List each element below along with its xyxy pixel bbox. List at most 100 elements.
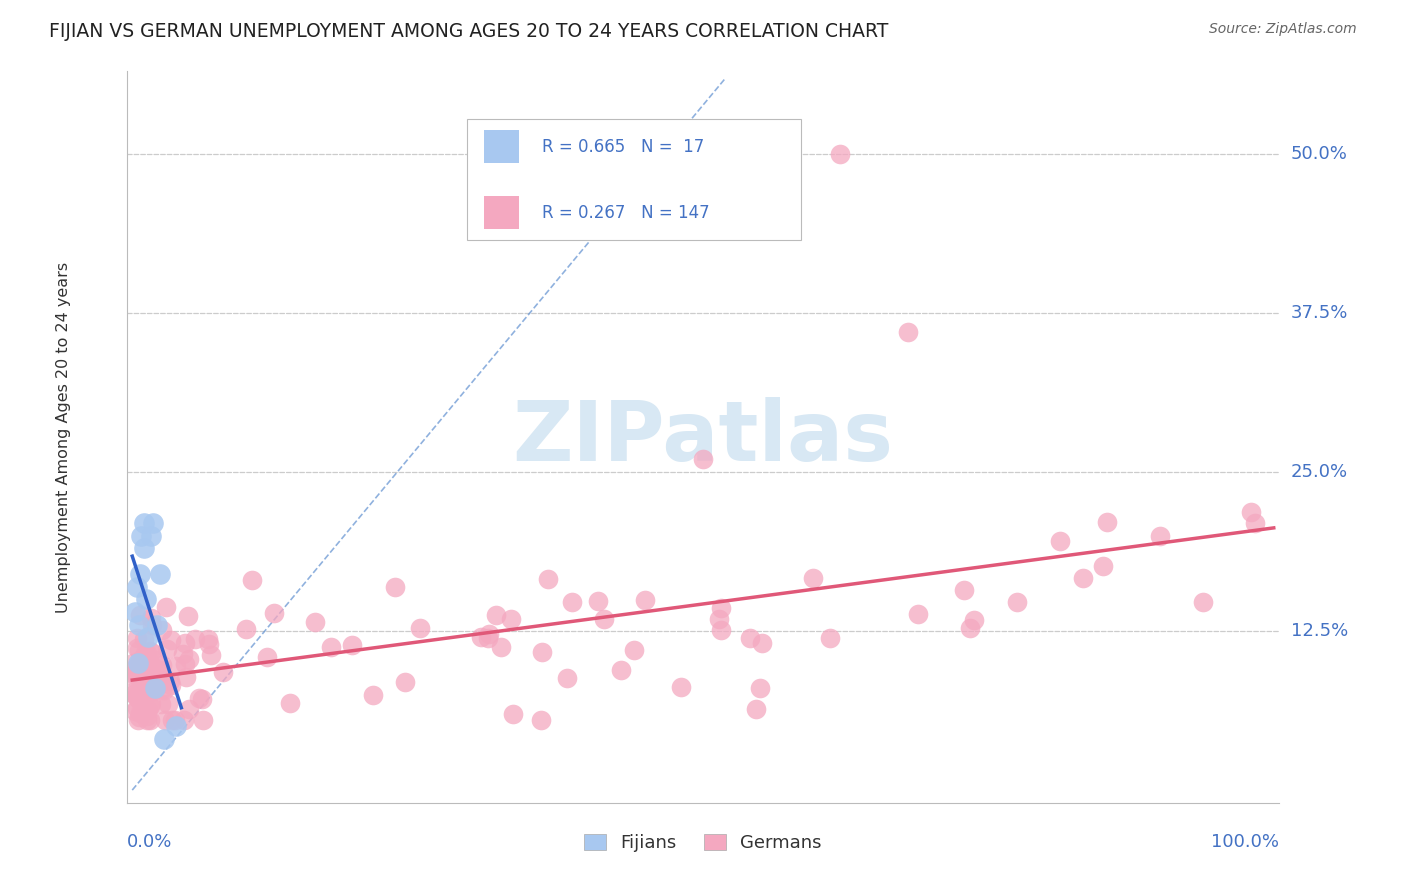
Text: Unemployment Among Ages 20 to 24 years: Unemployment Among Ages 20 to 24 years (56, 261, 70, 613)
Point (148, 664, 170, 678)
Point (136, 670, 159, 684)
Point (179, 652, 201, 666)
Point (160, 632, 183, 647)
Point (132, 680, 155, 694)
Bar (484, 130, 519, 163)
Point (128, 643, 150, 657)
Point (139, 713, 162, 727)
Point (128, 706, 150, 721)
Point (127, 690, 149, 705)
Point (149, 566, 172, 581)
Point (135, 663, 157, 677)
Point (122, 667, 145, 681)
Point (256, 649, 278, 664)
Point (537, 573, 560, 587)
Point (173, 713, 195, 727)
Point (127, 641, 149, 656)
Point (165, 719, 187, 733)
Point (127, 668, 149, 682)
Point (129, 608, 152, 623)
Point (200, 648, 222, 662)
Point (212, 665, 235, 679)
Point (125, 632, 148, 646)
Point (692, 452, 714, 467)
Point (623, 642, 645, 657)
Text: 37.5%: 37.5% (1291, 304, 1348, 322)
Text: FIJIAN VS GERMAN UNEMPLOYMENT AMONG AGES 20 TO 24 YEARS CORRELATION CHART: FIJIAN VS GERMAN UNEMPLOYMENT AMONG AGES… (49, 22, 889, 41)
Point (139, 699, 162, 714)
Point (409, 621, 432, 635)
Point (240, 573, 263, 587)
Point (127, 666, 149, 681)
Point (128, 617, 150, 632)
Text: Source: ZipAtlas.com: Source: ZipAtlas.com (1209, 22, 1357, 37)
Point (340, 638, 363, 652)
Point (478, 627, 501, 641)
Point (155, 600, 177, 615)
Point (132, 541, 155, 556)
Point (561, 595, 583, 609)
Point (363, 688, 385, 702)
Legend: Fijians, Germans: Fijians, Germans (578, 827, 828, 860)
Point (135, 678, 157, 692)
Point (745, 702, 768, 716)
Point (143, 681, 166, 696)
Point (173, 635, 195, 649)
Point (1244, 516, 1267, 530)
Text: 50.0%: 50.0% (1291, 145, 1347, 163)
Point (127, 656, 149, 670)
Point (530, 713, 553, 727)
Point (953, 582, 976, 597)
Point (149, 673, 172, 687)
Point (139, 611, 162, 625)
Point (132, 632, 155, 646)
Point (139, 645, 162, 659)
Point (165, 659, 187, 673)
Point (129, 675, 152, 690)
Point (820, 631, 842, 645)
Point (149, 697, 172, 711)
Point (132, 516, 155, 530)
Point (740, 631, 762, 645)
Point (1073, 571, 1095, 585)
Point (530, 644, 553, 658)
Point (897, 325, 920, 339)
Point (710, 601, 733, 615)
Point (555, 671, 578, 685)
Point (139, 657, 162, 671)
Point (129, 566, 152, 581)
Point (138, 655, 160, 669)
Point (174, 670, 197, 684)
Point (163, 713, 186, 727)
Point (593, 612, 616, 626)
Point (153, 732, 176, 747)
Point (131, 670, 153, 684)
Point (121, 685, 143, 699)
Point (150, 658, 173, 673)
Point (1192, 595, 1215, 609)
Point (187, 690, 209, 705)
Point (751, 635, 773, 649)
Point (197, 632, 219, 646)
Point (1092, 559, 1115, 574)
Text: ZIPatlas: ZIPatlas (513, 397, 893, 477)
Point (156, 641, 179, 656)
Point (959, 621, 981, 635)
Point (148, 678, 170, 692)
Point (319, 640, 342, 655)
Point (136, 646, 159, 660)
Text: R = 0.267   N = 147: R = 0.267 N = 147 (541, 203, 709, 221)
Point (143, 678, 166, 692)
Point (139, 529, 162, 543)
Point (129, 681, 152, 695)
Point (139, 696, 162, 710)
Point (132, 671, 155, 685)
Point (136, 703, 159, 717)
Point (235, 622, 257, 636)
Point (197, 637, 219, 651)
Point (710, 623, 733, 637)
Text: 12.5%: 12.5% (1291, 622, 1348, 640)
Point (263, 606, 285, 620)
Point (477, 631, 499, 645)
Point (131, 529, 153, 543)
